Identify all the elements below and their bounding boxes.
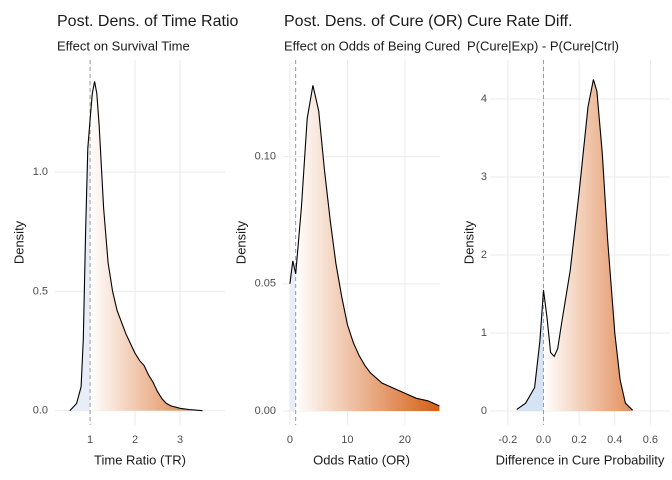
density-area (69, 81, 203, 411)
x-tick-label: 3 (177, 434, 183, 446)
x-axis-title: Difference in Cure Probability (496, 452, 665, 467)
density-area (516, 79, 633, 411)
y-tick-label: 4 (481, 93, 487, 105)
y-tick-label: 0.05 (255, 278, 276, 290)
x-tick-label: 0.6 (643, 434, 658, 446)
y-tick-label: 0.10 (255, 151, 276, 163)
density-line (516, 79, 633, 411)
y-tick-label: 1.0 (33, 166, 48, 178)
x-tick-label: -0.2 (498, 434, 517, 446)
chart-subtitle: Effect on Odds of Being Cured (284, 38, 460, 53)
y-tick-label: 0 (481, 405, 487, 417)
y-axis-title: Density (233, 220, 248, 264)
x-tick-label: 0 (287, 434, 293, 446)
x-tick-label: 10 (341, 434, 353, 446)
chart-title: Cure Rate Diff. (467, 13, 573, 30)
x-tick-label: 20 (399, 434, 411, 446)
y-axis-title: Density (461, 220, 476, 264)
x-tick-label: 2 (132, 434, 138, 446)
y-tick-label: 1 (481, 327, 487, 339)
chart-title: Post. Dens. of Cure (OR) (284, 13, 463, 30)
x-tick-label: 0.2 (571, 434, 586, 446)
y-tick-label: 0.0 (33, 405, 48, 417)
x-tick-label: 1 (87, 434, 93, 446)
density-area (289, 85, 440, 412)
density-line (69, 81, 203, 412)
x-tick-label: 0.0 (536, 434, 551, 446)
chart-subtitle: Effect on Survival Time (57, 38, 190, 53)
x-tick-label: 0.4 (607, 434, 622, 446)
chart-subtitle: P(Cure|Exp) - P(Cure|Ctrl) (467, 38, 619, 53)
x-axis-title: Odds Ratio (OR) (313, 452, 410, 467)
y-tick-label: 3 (481, 171, 487, 183)
x-axis-title: Time Ratio (TR) (94, 452, 186, 467)
y-axis-title: Density (11, 220, 26, 264)
y-tick-label: 0.5 (33, 285, 48, 297)
density-line (289, 85, 440, 407)
y-tick-label: 0.00 (255, 405, 276, 417)
y-tick-label: 2 (481, 249, 487, 261)
chart-title: Post. Dens. of Time Ratio (57, 13, 239, 30)
